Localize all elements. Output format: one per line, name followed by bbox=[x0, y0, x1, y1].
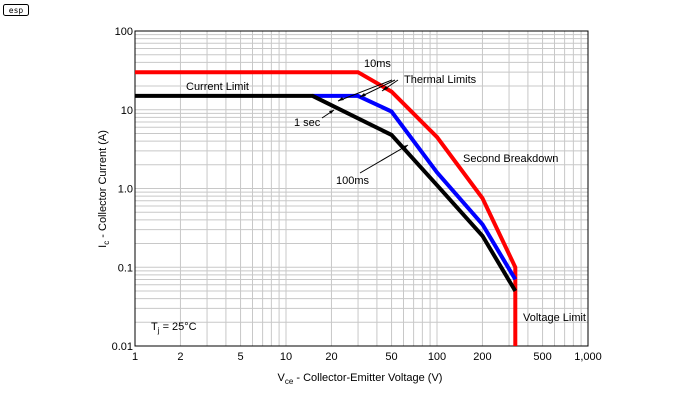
y-axis-title-rest: - Collector Current (A) bbox=[97, 130, 109, 241]
x-tick-label: 20 bbox=[325, 351, 337, 363]
x-axis-title-rest: - Collector-Emitter Voltage (V) bbox=[293, 372, 442, 384]
arrowhead-one-sec bbox=[329, 110, 334, 114]
y-axis-title: Ic - Collector Current (A) bbox=[97, 130, 111, 248]
x-axis-title-main: V bbox=[278, 372, 286, 384]
grid-lines bbox=[135, 31, 588, 346]
x-tick-label: 1,000 bbox=[574, 351, 602, 363]
x-tick-label: 200 bbox=[473, 351, 491, 363]
x-tick-label: 5 bbox=[237, 351, 243, 363]
x-tick-label: 1 bbox=[132, 351, 138, 363]
x-tick-label: 10 bbox=[280, 351, 292, 363]
x-tick-label: 50 bbox=[385, 351, 397, 363]
annotation-arrows bbox=[321, 79, 409, 174]
x-axis-title: Vce - Collector-Emitter Voltage (V) bbox=[278, 372, 443, 386]
arrowhead-black bbox=[338, 97, 344, 101]
arrowhead-blue bbox=[360, 93, 366, 97]
tj-sub: j bbox=[157, 326, 160, 335]
arrowhead-100ms bbox=[403, 145, 408, 149]
one-sec-label: 1 sec bbox=[294, 117, 321, 129]
esp-logo-text: esp bbox=[9, 6, 24, 15]
x-tick-labels: 1 2 5 10 20 50 100 200 500 1,000 bbox=[132, 351, 602, 363]
x-tick-label: 100 bbox=[428, 351, 446, 363]
esp-logo: esp bbox=[3, 4, 29, 16]
x-tick-label: 500 bbox=[533, 351, 551, 363]
voltage-limit-label: Voltage Limit bbox=[523, 312, 586, 324]
x-axis-title-sub: ce bbox=[285, 377, 294, 386]
x-tick-label: 2 bbox=[177, 351, 183, 363]
tj-main: T bbox=[151, 321, 158, 333]
y-axis-title-main: I bbox=[97, 245, 109, 248]
y-tick-label: 1.0 bbox=[118, 184, 133, 196]
y-tick-label: 0.01 bbox=[112, 341, 133, 353]
series-line-2 bbox=[135, 93, 518, 293]
plot-frame bbox=[134, 30, 589, 347]
y-tick-label: 0.1 bbox=[118, 262, 133, 274]
y-tick-label: 10 bbox=[121, 105, 133, 117]
y-axis-title-sub: c bbox=[102, 241, 111, 245]
hundred-ms-label: 100ms bbox=[336, 175, 370, 187]
junction-temp-label: Tj = 25°C bbox=[151, 321, 197, 335]
thermal-arrow-blue bbox=[359, 79, 396, 98]
ten-ms-label: 10ms bbox=[364, 58, 391, 70]
hundred-ms-arrow bbox=[359, 144, 409, 174]
y-tick-label: 100 bbox=[115, 26, 133, 38]
annotation-arrowheads bbox=[329, 86, 408, 149]
current-limit-label: Current Limit bbox=[186, 81, 249, 93]
tj-rest: = 25°C bbox=[160, 321, 197, 333]
arrowhead-red bbox=[382, 86, 388, 91]
second-breakdown-label: Second Breakdown bbox=[463, 153, 558, 165]
thermal-arrow-black bbox=[337, 79, 393, 102]
series-line-0 bbox=[135, 70, 518, 346]
thermal-limits-label: Thermal Limits bbox=[404, 74, 477, 86]
y-tick-labels: 100 10 1.0 0.1 0.01 bbox=[112, 26, 133, 353]
